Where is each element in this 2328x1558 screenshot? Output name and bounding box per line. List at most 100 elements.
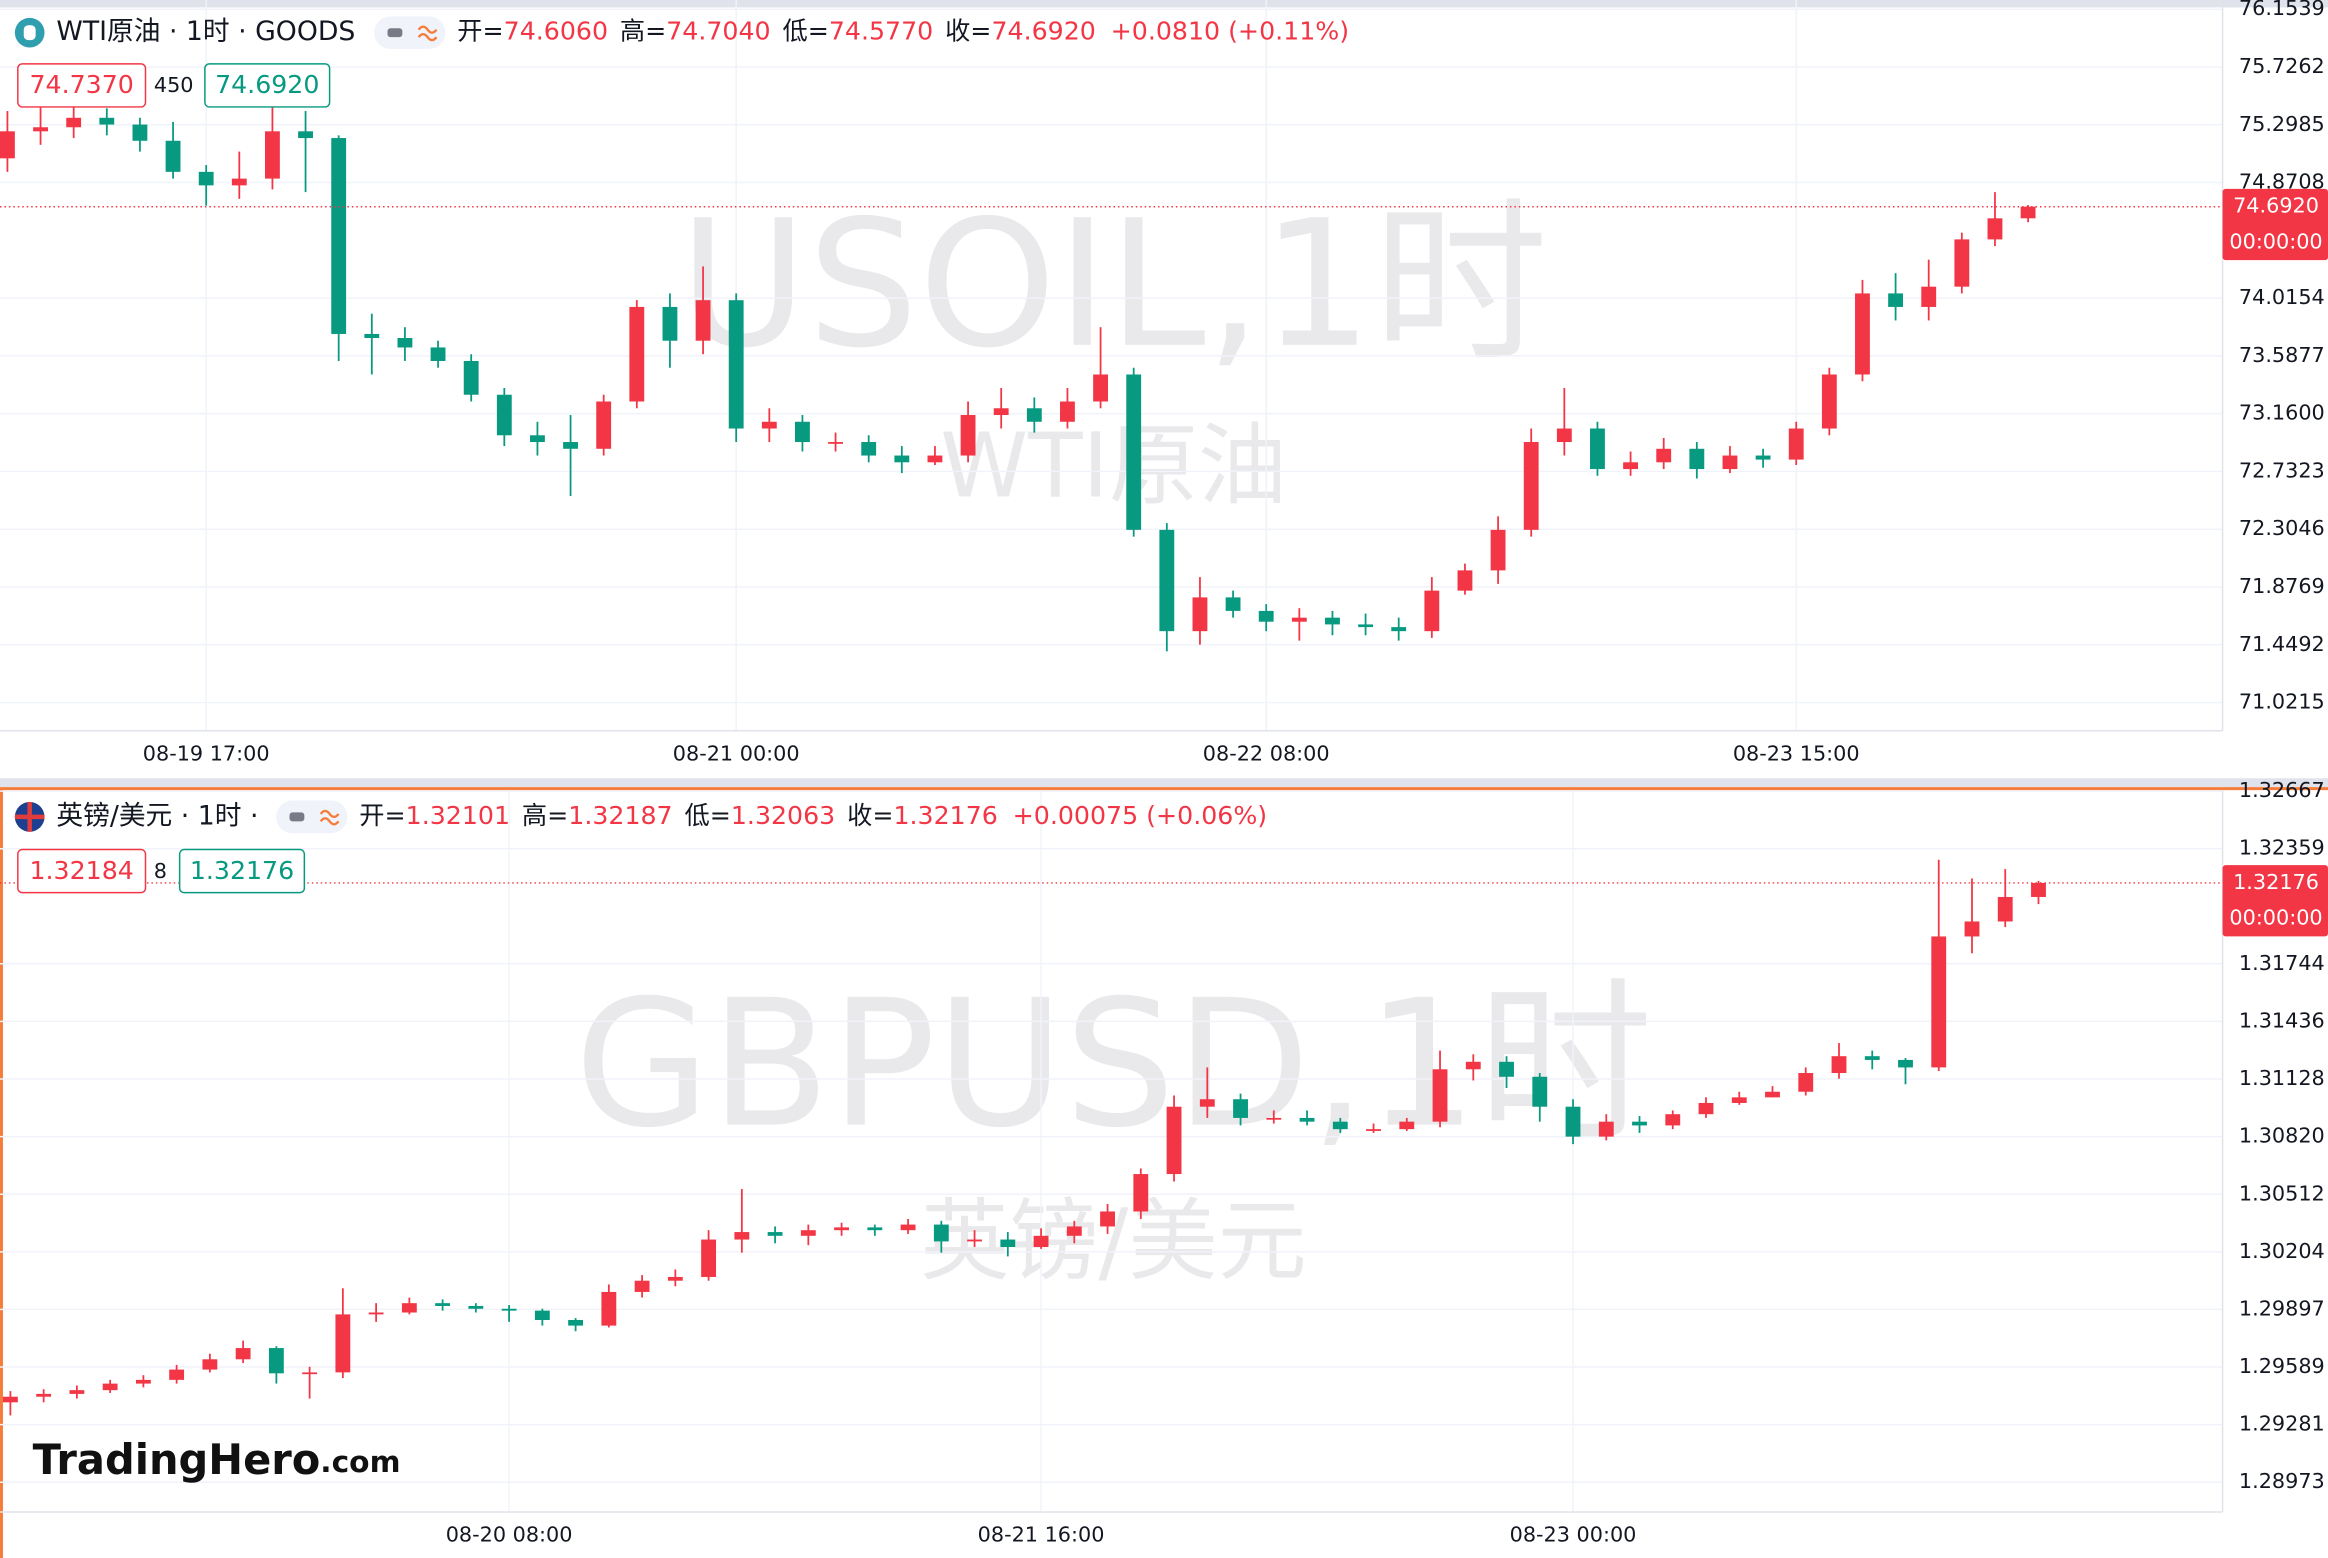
- watermark-subtitle: WTI原油: [940, 415, 1287, 519]
- price-label-box: [2222, 188, 2328, 261]
- quote-value: 1.32101: [406, 801, 510, 830]
- candle-body: [1997, 896, 2013, 922]
- quote-label: 开=: [359, 801, 405, 830]
- candle-body: [33, 127, 48, 132]
- candle-body: [900, 1224, 916, 1231]
- x-tick-label: 08-21 16:00: [978, 1523, 1105, 1547]
- symbol-title[interactable]: WTI原油 · 1时 · GOODS: [56, 16, 355, 47]
- candle-body: [0, 131, 15, 159]
- candle-body: [601, 1291, 617, 1326]
- y-tick-label: 1.31436: [2239, 1008, 2325, 1032]
- candle-body: [728, 300, 744, 429]
- candle-body: [496, 394, 512, 436]
- y-tick-label: 1.29897: [2239, 1296, 2325, 1320]
- candle-body: [563, 442, 578, 449]
- candle-body: [1898, 1059, 1913, 1068]
- candle-body: [1855, 293, 1870, 375]
- candle-body: [1931, 936, 1947, 1068]
- quote-value: 74.6060: [504, 17, 608, 46]
- candle-body: [1325, 617, 1340, 625]
- x-tick-label: 08-23 00:00: [1510, 1523, 1637, 1547]
- candle-body: [2, 1396, 18, 1403]
- candle-body: [235, 1348, 251, 1360]
- candle-body: [198, 171, 214, 186]
- quote-value: 1.32176: [893, 801, 997, 830]
- candle-body: [1788, 428, 1804, 460]
- price-label: 74.6920: [2233, 194, 2319, 218]
- quote: 开=1.32101 高=1.32187 低=1.32063 收=1.32176 +0.0…: [359, 801, 1267, 830]
- candle-body: [1033, 1235, 1049, 1248]
- candle-body: [501, 1308, 517, 1311]
- pill-icon: [319, 809, 340, 826]
- candle-body: [302, 1372, 318, 1375]
- candle-body: [268, 1348, 284, 1374]
- candle-body: [1432, 1069, 1448, 1122]
- candle-body: [1299, 1117, 1315, 1122]
- candle-body: [463, 360, 479, 395]
- ask[interactable]: 74.6920: [215, 70, 319, 99]
- candle-body: [795, 421, 810, 443]
- y-tick-label: 73.1600: [2239, 401, 2325, 425]
- candle-body: [1066, 1226, 1082, 1236]
- candle-body: [1632, 1121, 1647, 1126]
- candle-body: [1358, 624, 1374, 628]
- y-tick-label: 1.28973: [2239, 1469, 2325, 1493]
- bid-box: [17, 848, 147, 894]
- candle-body: [364, 333, 380, 339]
- spread: 450: [154, 73, 194, 97]
- candle-body: [468, 1305, 484, 1309]
- candle-body: [1565, 1106, 1581, 1137]
- candle-body: [298, 131, 313, 139]
- watermark-subtitle: 英镑/美元: [920, 1190, 1306, 1294]
- candle-body: [1556, 428, 1572, 443]
- candle-body: [1821, 374, 1837, 429]
- candle-body: [397, 338, 413, 348]
- header-pill: [276, 800, 348, 834]
- candle-body: [1888, 293, 1904, 307]
- y-tick-label: 1.29281: [2239, 1412, 2325, 1436]
- candle-body: [867, 1227, 883, 1231]
- candle-body: [1598, 1121, 1614, 1137]
- bid[interactable]: 74.7370: [29, 70, 133, 99]
- logo-suffix: .com: [320, 1444, 400, 1479]
- candle-body: [368, 1312, 384, 1315]
- quote-label: 低=: [684, 801, 730, 830]
- ask[interactable]: 1.32176: [190, 856, 294, 885]
- candle-body: [1126, 374, 1142, 530]
- candle-body: [1291, 617, 1307, 622]
- candle-body: [1921, 286, 1937, 307]
- candle-body: [634, 1280, 650, 1292]
- y-tick-label: 72.3046: [2239, 516, 2325, 540]
- y-tick-label: 74.0154: [2239, 285, 2325, 309]
- y-tick-label: 1.31744: [2239, 951, 2325, 975]
- candle-body: [530, 435, 545, 443]
- candle-body: [169, 1369, 185, 1380]
- symbol-icon-inner: [23, 25, 36, 41]
- y-tick-label: 1.30512: [2239, 1181, 2325, 1205]
- quote-label: 收=: [847, 801, 893, 830]
- candle-body: [734, 1232, 750, 1240]
- countdown: 00:00:00: [2229, 906, 2322, 930]
- candle-body: [435, 1303, 451, 1306]
- candle-body: [596, 401, 612, 449]
- candle-body: [1199, 1099, 1215, 1107]
- symbol-icon-cross: [14, 802, 45, 832]
- logo-name: TradingHero: [33, 1435, 321, 1484]
- candle-body: [1689, 448, 1705, 470]
- candle-body: [335, 1314, 351, 1373]
- y-tick-label: 75.7262: [2239, 54, 2325, 78]
- candle-body: [1731, 1097, 1747, 1103]
- symbol-title[interactable]: 英镑/美元 · 1时 ·: [56, 800, 258, 831]
- y-tick-label: 71.0215: [2239, 690, 2325, 714]
- candle-body: [1964, 921, 1980, 937]
- candle-body: [1225, 597, 1241, 611]
- candle-body: [1026, 408, 1042, 422]
- bid[interactable]: 1.32184: [29, 856, 133, 885]
- candle-body: [933, 1224, 949, 1242]
- candle-body: [834, 1227, 850, 1231]
- candle-body: [1798, 1073, 1814, 1092]
- candle-body: [1000, 1239, 1016, 1248]
- candle-body: [1765, 1091, 1780, 1098]
- candle-body: [99, 117, 115, 125]
